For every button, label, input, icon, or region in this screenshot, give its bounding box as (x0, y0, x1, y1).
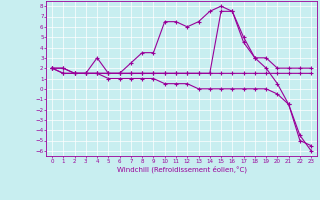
X-axis label: Windchill (Refroidissement éolien,°C): Windchill (Refroidissement éolien,°C) (116, 165, 247, 173)
